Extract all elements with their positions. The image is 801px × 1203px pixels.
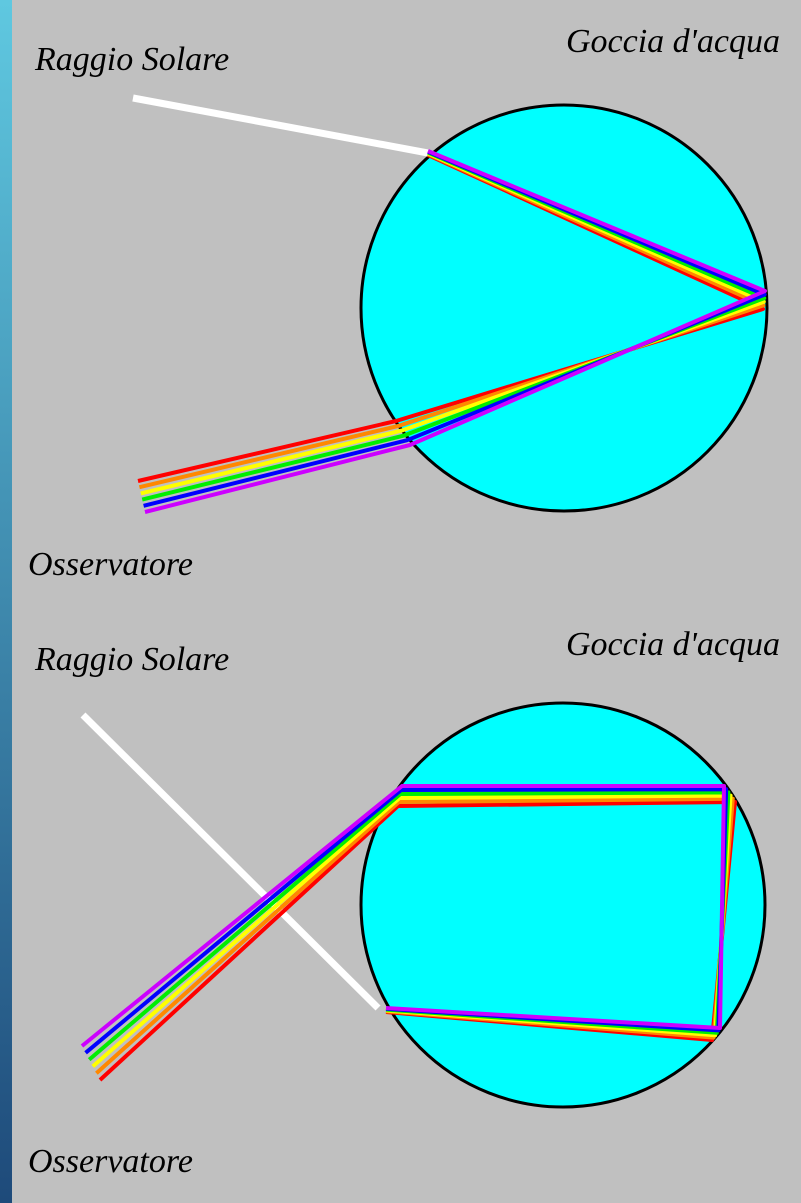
- water-drop: [361, 703, 765, 1107]
- drop-label: Goccia d'acqua: [566, 23, 780, 60]
- observer-label: Osservatore: [28, 1143, 193, 1180]
- sun-ray-label: Raggio Solare: [34, 641, 229, 678]
- drop-label: Goccia d'acqua: [566, 626, 780, 663]
- sun-ray-label: Raggio Solare: [34, 41, 229, 78]
- water-drop: [361, 105, 767, 511]
- rainbow-diagram: Raggio Solare Goccia d'acqua Osservatore…: [0, 0, 801, 1203]
- edge-strip: [0, 0, 12, 1203]
- observer-label: Osservatore: [28, 546, 193, 583]
